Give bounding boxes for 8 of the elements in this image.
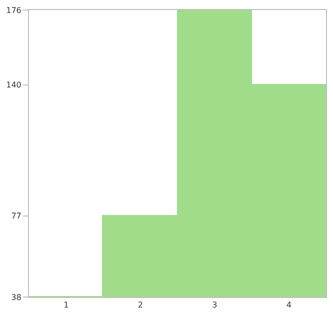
y-tick-label: 176 — [6, 6, 22, 15]
y-tick-label: 77 — [11, 212, 22, 221]
x-tick-label: 1 — [64, 300, 69, 310]
y-tick-label: 140 — [6, 80, 22, 90]
x-tick-label: 2 — [138, 300, 143, 310]
y-tick-label: 38 — [11, 292, 22, 302]
x-tick-label: 4 — [286, 300, 292, 310]
x-tick-label: 3 — [212, 300, 218, 310]
